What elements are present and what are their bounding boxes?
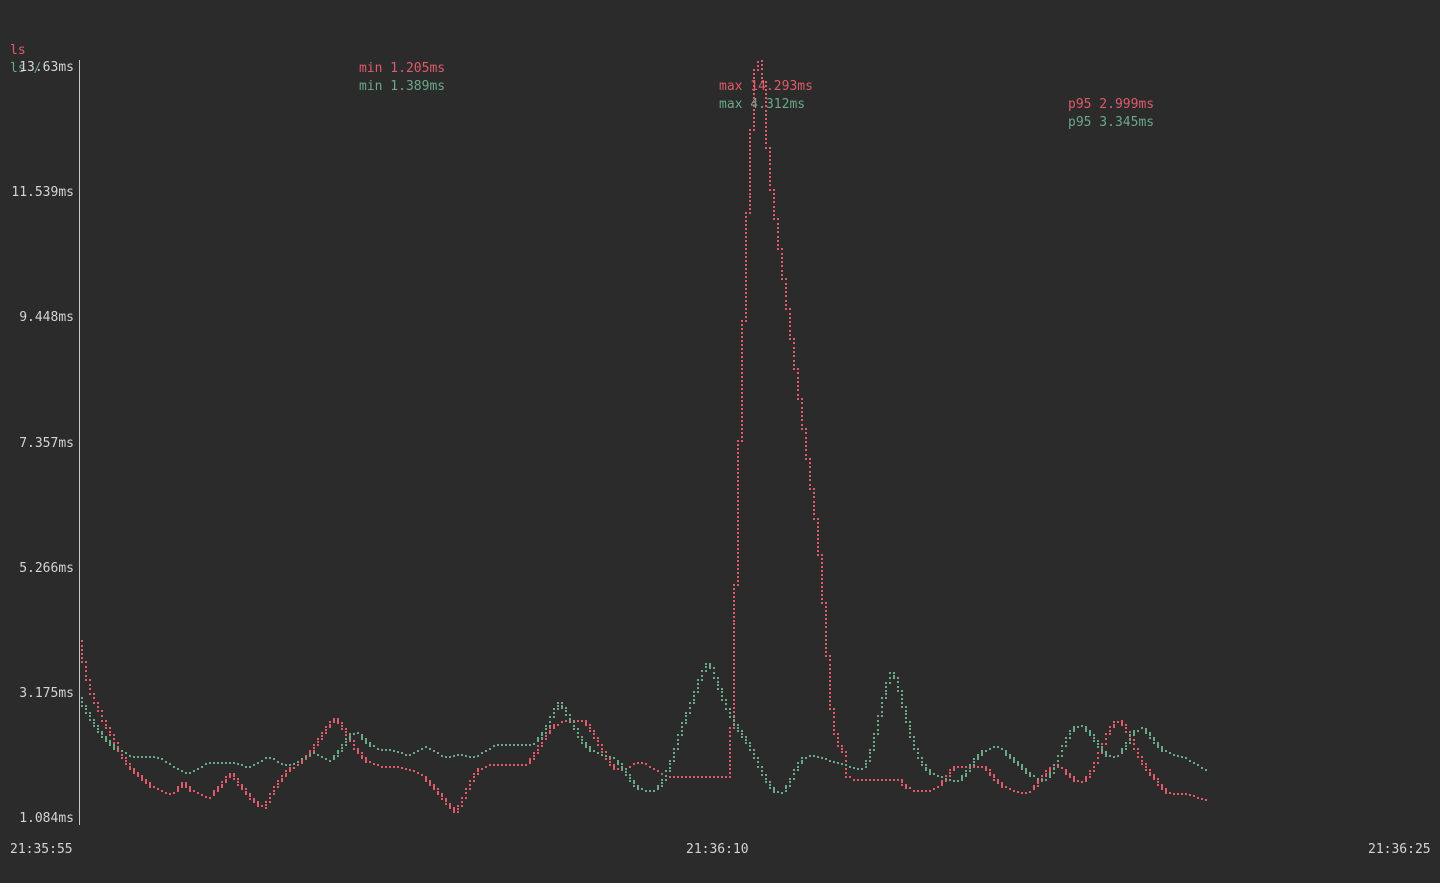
legend-series-name: ls bbox=[10, 43, 26, 58]
y-axis-tick-label: 11.539ms bbox=[11, 185, 74, 201]
legend-series-min: min 1.389ms bbox=[359, 79, 446, 94]
legend-series-p95: p95 2.999ms bbox=[1068, 97, 1155, 112]
y-axis-tick-label: 3.175ms bbox=[19, 685, 74, 701]
legend-series-min: min 1.205ms bbox=[359, 61, 446, 76]
x-axis-tick-labels: 21:35:55 21:36:10 21:36:25 bbox=[0, 842, 1440, 860]
legend-series-max: max 4.312ms bbox=[719, 97, 806, 112]
legend-series-name: ls / bbox=[10, 61, 42, 76]
y-axis-tick-label: 1.084ms bbox=[19, 811, 74, 826]
series-ls bbox=[81, 60, 1207, 813]
series-canvas bbox=[81, 60, 1207, 813]
legend: ls min 1.205ms max 14.293ms p95 2.999ms … bbox=[0, 24, 1440, 130]
x-axis-tick-label: 21:35:55 bbox=[10, 842, 73, 857]
y-axis-tick-label: 7.357ms bbox=[19, 435, 74, 451]
legend-row: ls / min 1.389ms max 4.312ms p95 3.345ms bbox=[0, 42, 1440, 130]
x-axis-tick-label: 21:36:25 bbox=[1368, 842, 1431, 857]
plot-area bbox=[80, 60, 1440, 825]
x-axis-tick-label: 21:36:10 bbox=[686, 842, 749, 857]
y-axis-tick-labels: 13.63ms 11.539ms 9.448ms 7.357ms 5.266ms 3.17… bbox=[0, 0, 74, 883]
legend-row: ls min 1.205ms max 14.293ms p95 2.999ms bbox=[0, 24, 1440, 112]
y-axis-tick-label: 9.448ms bbox=[19, 310, 74, 326]
y-axis-line bbox=[79, 60, 80, 825]
series-ls- bbox=[81, 663, 1207, 794]
y-axis-tick-label: 13.63ms bbox=[19, 60, 74, 75]
y-axis-tick-label: 5.266ms bbox=[19, 560, 74, 576]
legend-series-p95: p95 3.345ms bbox=[1068, 115, 1155, 130]
